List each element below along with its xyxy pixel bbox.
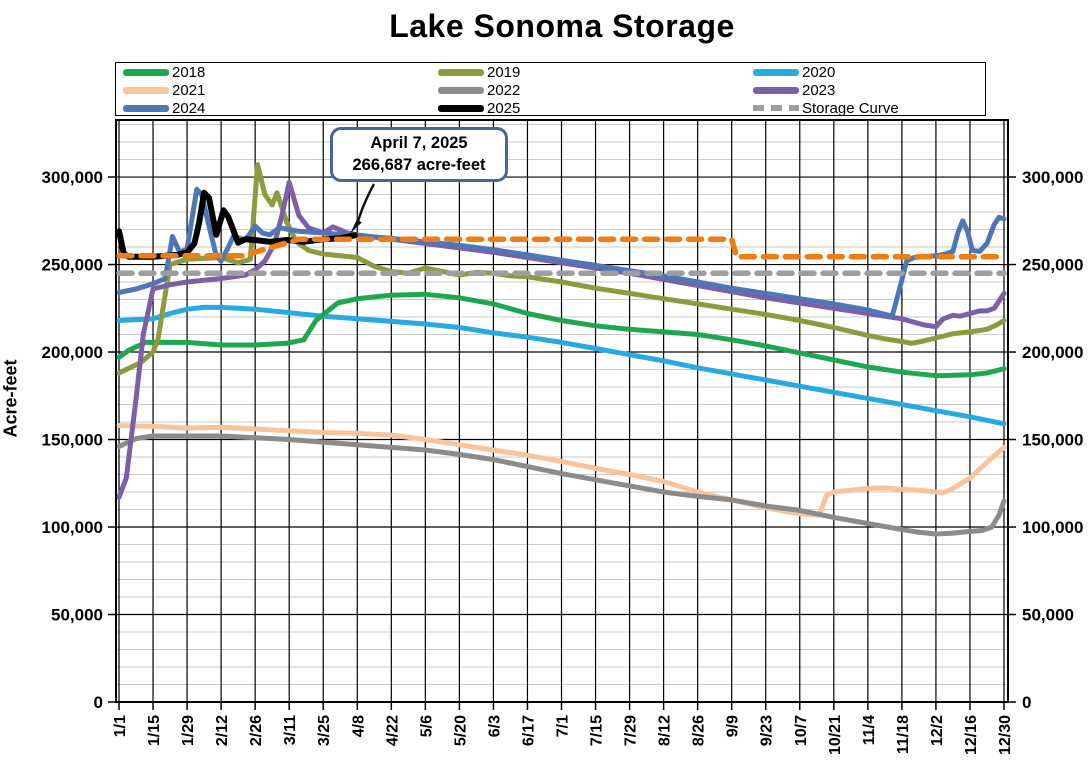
y-tick-label-left: 100,000	[42, 518, 103, 537]
y-tick-label-right: 250,000	[1022, 256, 1083, 275]
x-tick-label: 4/22	[384, 715, 401, 746]
legend-item-2024: 2024	[116, 100, 431, 117]
legend-swatch-icon	[438, 68, 484, 76]
x-tick-label: 5/20	[452, 715, 469, 746]
legend-item-2023: 2023	[746, 82, 985, 99]
annotation-callout: April 7, 2025 266,687 acre-feet	[330, 127, 508, 182]
legend-label: 2022	[487, 81, 521, 99]
legend-item-2022: 2022	[431, 82, 746, 99]
legend-label: 2019	[487, 63, 521, 81]
x-tick-label: 10/7	[793, 715, 810, 746]
x-tick-label: 2/12	[214, 715, 231, 746]
legend-label: 2020	[802, 63, 836, 81]
x-tick-label: 6/17	[520, 715, 537, 746]
y-tick-label-right: 200,000	[1022, 343, 1083, 362]
legend-item-2018: 2018	[116, 64, 431, 81]
series-line-2022	[116, 433, 1007, 537]
x-tick-label: 12/2	[929, 715, 946, 746]
legend-swatch-icon	[753, 86, 799, 94]
x-tick-label: 2/26	[248, 715, 265, 746]
y-tick-label-left: 50,000	[51, 606, 103, 625]
x-tick-label: 1/15	[146, 715, 163, 746]
x-tick-label: 1/29	[180, 715, 197, 746]
legend-label: 2018	[172, 63, 206, 81]
series-line-2020	[116, 304, 1007, 427]
legend-label: 2025	[487, 99, 521, 117]
x-tick-label: 6/3	[486, 715, 503, 737]
y-tick-label-right: 50,000	[1022, 606, 1074, 625]
legend-item-storage-curve: Storage Curve	[746, 100, 985, 117]
x-tick-label: 8/12	[657, 715, 674, 746]
legend-swatch-icon	[123, 86, 169, 94]
y-tick-label-left: 250,000	[42, 256, 103, 275]
x-tick-label: 11/4	[861, 715, 878, 745]
page-title: Lake Sonoma Storage	[389, 8, 735, 44]
x-tick-label: 3/11	[282, 715, 299, 745]
x-tick-label: 8/26	[691, 715, 708, 746]
legend-item-2021: 2021	[116, 82, 431, 99]
legend-label: 2021	[172, 81, 206, 99]
annotation-date: April 7, 2025	[370, 134, 468, 153]
series-line--unlabeled-orange-dashed-curve-	[116, 236, 1007, 260]
annotation-value: 266,687 acre-feet	[352, 155, 486, 174]
x-tick-label: 5/6	[418, 715, 435, 737]
x-tick-label: 9/23	[759, 715, 776, 746]
x-tick-label: 7/29	[623, 715, 640, 746]
y-tick-label-right: 150,000	[1022, 431, 1083, 450]
x-tick-label: 11/18	[895, 715, 912, 754]
legend-label: Storage Curve	[802, 99, 899, 117]
legend-label: 2024	[172, 99, 206, 117]
legend-item-2019: 2019	[431, 64, 746, 81]
x-tick-label: 7/1	[555, 715, 572, 737]
legend-swatch-icon	[753, 68, 799, 76]
legend-swatch-icon	[123, 68, 169, 76]
x-tick-label: 3/25	[316, 715, 333, 746]
x-tick-label: 9/9	[725, 715, 742, 737]
series-line-2019	[116, 162, 1007, 376]
legend-swatch-icon	[438, 104, 484, 112]
series-line-2023	[116, 179, 1007, 500]
legend-swatch-icon	[438, 86, 484, 94]
y-tick-label-left: 200,000	[42, 343, 103, 362]
y-tick-label-right: 100,000	[1022, 518, 1083, 537]
legend-swatch-icon	[123, 104, 169, 112]
legend: 2018 2019 2020 2021 2022 2023 2024 2025 Storage …	[115, 62, 986, 117]
y-tick-label-right: 300,000	[1022, 168, 1083, 187]
annotation-arrow-head	[350, 219, 362, 234]
x-tick-label: 12/30	[997, 715, 1014, 755]
annotation-arrow-line	[356, 183, 376, 225]
y-tick-label-right: 0	[1022, 693, 1031, 712]
legend-item-2020: 2020	[746, 64, 985, 81]
x-tick-label: 4/8	[350, 715, 367, 737]
legend-item-2025: 2025	[431, 100, 746, 117]
y-tick-label-left: 0	[94, 693, 103, 712]
x-tick-label: 1/1	[112, 715, 129, 737]
y-tick-label-left: 150,000	[42, 431, 103, 450]
series-line-2018	[116, 291, 1007, 379]
legend-swatch-icon	[753, 105, 799, 111]
x-tick-label: 7/15	[589, 715, 606, 746]
y-tick-label-left: 300,000	[42, 168, 103, 187]
x-tick-label: 12/16	[963, 715, 980, 755]
series-line-2021	[116, 423, 1007, 518]
legend-label: 2023	[802, 81, 836, 99]
x-tick-label: 10/21	[827, 715, 844, 755]
